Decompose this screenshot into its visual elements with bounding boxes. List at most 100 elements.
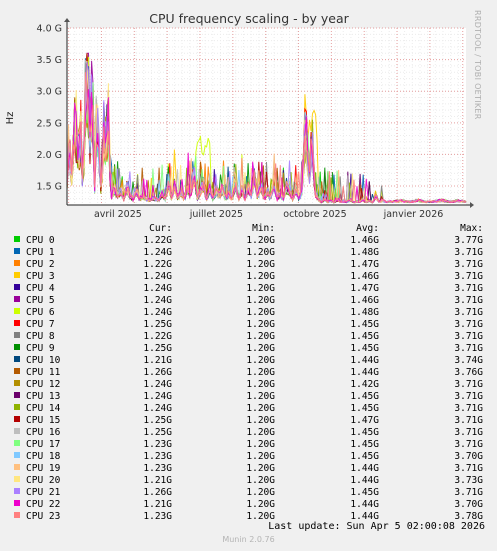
legend-swatch [14,392,20,398]
legend-swatch [14,440,20,446]
legend-series-name: CPU 17 [26,439,60,450]
legend-value-min: 1.20G [246,331,275,342]
legend-value-max: 3.70G [454,499,483,510]
legend-value-avg: 1.44G [350,355,379,366]
legend-value-min: 1.20G [246,319,275,330]
legend-value-max: 3.71G [454,403,483,414]
legend-swatch [14,380,20,386]
legend-series-name: CPU 4 [26,283,55,294]
legend-value-avg: 1.46G [350,271,379,282]
y-tick-label: 1.5 G [37,182,63,193]
legend-value-max: 3.71G [454,463,483,474]
x-axis-arrow [470,202,474,208]
legend-value-cur: 1.23G [143,511,172,522]
legend-value-cur: 1.21G [143,355,172,366]
legend-value-cur: 1.24G [143,379,172,390]
legend-series-name: CPU 14 [26,403,61,414]
rrdtool-credit-text: RRDTOOL / TOBI OETIKER [473,10,482,120]
legend-swatch [14,464,20,470]
legend-value-max: 3.71G [454,295,483,306]
legend-value-cur: 1.23G [143,463,172,474]
legend-value-cur: 1.23G [143,439,172,450]
legend-header-cur: Cur: [149,223,172,234]
legend-value-cur: 1.23G [143,451,172,462]
legend-value-avg: 1.48G [350,247,379,258]
legend-value-avg: 1.45G [350,343,379,354]
legend-value-cur: 1.24G [143,283,172,294]
legend-swatch [14,452,20,458]
footer-version: Munin 2.0.76 [222,535,275,544]
legend-value-avg: 1.44G [350,463,379,474]
legend-value-min: 1.20G [246,235,275,246]
legend-value-cur: 1.24G [143,391,172,402]
legend-value-cur: 1.26G [143,487,172,498]
legend-series-name: CPU 6 [26,307,55,318]
legend-value-max: 3.73G [454,475,483,486]
legend-value-min: 1.20G [246,283,275,294]
legend-value-max: 3.74G [454,355,483,366]
legend-value-avg: 1.46G [350,235,379,246]
y-tick-label: 3.0 G [37,87,63,98]
legend: Cur: Min: Avg: Max: CPU 0 1.22G 1.20G 1.46G 3.77… [14,223,483,522]
legend-value-avg: 1.44G [350,475,379,486]
legend-value-cur: 1.22G [143,331,172,342]
series-lines [66,52,467,205]
last-update: Last update: Sun Apr 5 02:00:08 2026 [268,521,485,532]
y-tick-label: 2.0 G [37,150,63,161]
legend-swatch [14,248,20,254]
legend-value-avg: 1.47G [350,415,379,426]
legend-value-max: 3.70G [454,451,483,462]
legend-series-name: CPU 2 [26,259,55,270]
legend-value-max: 3.71G [454,391,483,402]
legend-value-min: 1.20G [246,475,275,486]
legend-series-name: CPU 20 [26,475,61,486]
legend-swatch [14,404,20,410]
x-tick-label: octobre 2025 [283,209,346,220]
y-tick-label: 3.5 G [37,55,63,66]
legend-value-cur: 1.26G [143,367,172,378]
legend-swatch [14,416,20,422]
legend-series-name: CPU 1 [26,247,55,258]
legend-series-name: CPU 10 [26,355,61,366]
legend-swatch [14,488,20,494]
legend-value-avg: 1.45G [350,331,379,342]
legend-value-avg: 1.47G [350,259,379,270]
legend-value-cur: 1.24G [143,307,172,318]
x-tick-label: juillet 2025 [189,209,243,220]
legend-value-avg: 1.45G [350,391,379,402]
legend-swatch [14,284,20,290]
legend-value-min: 1.20G [246,427,275,438]
legend-value-cur: 1.24G [143,247,172,258]
legend-value-min: 1.20G [246,487,275,498]
legend-value-avg: 1.48G [350,307,379,318]
legend-value-max: 3.71G [454,283,483,294]
legend-header-avg: Avg: [356,223,379,234]
legend-value-avg: 1.45G [350,319,379,330]
chart-title: CPU frequency scaling - by year [149,11,349,26]
y-tick-label: 2.5 G [37,118,63,129]
legend-value-cur: 1.21G [143,475,172,486]
legend-value-cur: 1.25G [143,343,172,354]
x-tick-label: avril 2025 [94,209,142,220]
legend-series-name: CPU 0 [26,235,55,246]
legend-swatch [14,368,20,374]
legend-series-name: CPU 5 [26,295,55,306]
legend-swatch [14,236,20,242]
legend-swatch [14,344,20,350]
legend-value-min: 1.20G [246,367,275,378]
legend-series-name: CPU 21 [26,487,61,498]
y-axis-ticks: 1.5 G 2.0 G 2.5 G 3.0 G 3.5 G 4.0 G [37,24,63,193]
legend-value-avg: 1.42G [350,379,379,390]
legend-value-cur: 1.25G [143,415,172,426]
legend-swatch [14,500,20,506]
legend-value-min: 1.20G [246,439,275,450]
legend-value-min: 1.20G [246,271,275,282]
legend-value-min: 1.20G [246,511,275,522]
legend-value-cur: 1.22G [143,235,172,246]
legend-series-name: CPU 22 [26,499,60,510]
legend-value-avg: 1.44G [350,511,379,522]
legend-series-name: CPU 19 [26,463,61,474]
legend-series-name: CPU 12 [26,379,60,390]
legend-value-min: 1.20G [246,247,275,258]
legend-series-name: CPU 23 [26,511,60,522]
